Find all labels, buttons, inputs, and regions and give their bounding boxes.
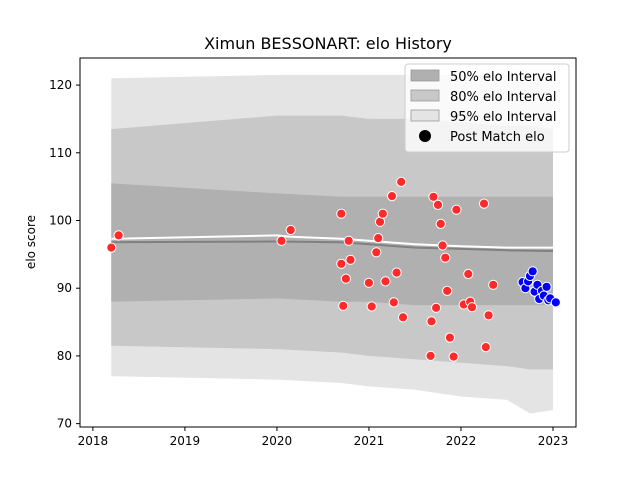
y-axis-label: elo score xyxy=(24,215,38,269)
data-point xyxy=(527,266,538,277)
legend-swatch xyxy=(410,89,440,102)
data-point xyxy=(435,218,446,229)
data-point xyxy=(336,208,347,219)
data-point xyxy=(377,208,388,219)
data-point xyxy=(338,300,349,311)
x-tick-label: 2022 xyxy=(446,434,477,448)
data-point xyxy=(444,332,455,343)
x-tick-label: 2020 xyxy=(262,434,293,448)
data-point xyxy=(366,301,377,312)
data-point xyxy=(466,302,478,313)
data-point xyxy=(448,351,459,362)
y-tick-label: 70 xyxy=(57,417,72,431)
x-tick-label: 2018 xyxy=(78,434,109,448)
legend-swatch xyxy=(410,109,440,122)
data-point xyxy=(425,350,436,361)
y-tick-label: 100 xyxy=(49,213,72,227)
data-point xyxy=(285,224,296,236)
data-point xyxy=(397,312,409,323)
data-point xyxy=(480,342,491,353)
data-point xyxy=(380,276,391,287)
data-point xyxy=(550,297,561,308)
x-tick-label: 2021 xyxy=(354,434,385,448)
data-point xyxy=(432,199,444,210)
x-tick-label: 2019 xyxy=(170,434,201,448)
data-point xyxy=(391,267,402,278)
y-tick-label: 80 xyxy=(57,349,72,363)
data-point xyxy=(442,285,453,296)
band-50 xyxy=(111,183,554,306)
data-point xyxy=(437,240,448,251)
data-point xyxy=(428,191,439,202)
y-tick-label: 120 xyxy=(49,78,72,92)
data-point xyxy=(483,310,494,321)
data-point xyxy=(386,191,398,202)
data-point xyxy=(336,258,347,269)
axes-frame xyxy=(79,57,577,428)
legend-label: 50% elo Interval xyxy=(450,70,557,85)
legend-marker xyxy=(419,130,431,142)
x-axis-ticks: 2018 2019 2020 2021 2022 2023 xyxy=(78,427,569,448)
x-tick-label: 2023 xyxy=(538,434,569,448)
data-point xyxy=(113,230,124,241)
data-point xyxy=(478,198,490,209)
y-axis-ticks: 70 80 90 100 110 120 xyxy=(49,78,80,431)
data-point xyxy=(431,302,442,313)
data-point xyxy=(340,273,351,284)
legend-label: Post Match elo xyxy=(450,130,545,145)
data-point xyxy=(388,297,399,308)
interval-bands xyxy=(111,74,554,414)
data-point xyxy=(396,176,407,187)
data-point xyxy=(373,233,384,244)
y-tick-label: 110 xyxy=(49,146,72,160)
data-point xyxy=(440,252,451,263)
data-point xyxy=(345,254,356,265)
y-tick-label: 90 xyxy=(57,281,72,295)
legend-swatch xyxy=(410,69,440,82)
data-point xyxy=(371,247,382,258)
data-point xyxy=(451,204,462,215)
data-point xyxy=(488,279,499,290)
chart-title: Ximun BESSONART: elo History xyxy=(204,34,452,53)
data-point xyxy=(276,235,287,246)
data-point xyxy=(363,277,374,288)
post-match-points xyxy=(106,176,561,362)
data-point xyxy=(343,235,354,246)
data-point xyxy=(463,268,474,280)
data-point xyxy=(426,316,437,327)
legend-frame xyxy=(404,63,570,153)
data-point xyxy=(541,281,552,292)
legend-label: 95% elo Interval xyxy=(450,110,557,125)
legend-label: 80% elo Interval xyxy=(450,90,557,105)
legend: 50% elo Interval 80% elo Interval 95% elo … xyxy=(404,63,570,153)
data-point xyxy=(106,242,117,253)
median-elo-line xyxy=(111,240,554,252)
